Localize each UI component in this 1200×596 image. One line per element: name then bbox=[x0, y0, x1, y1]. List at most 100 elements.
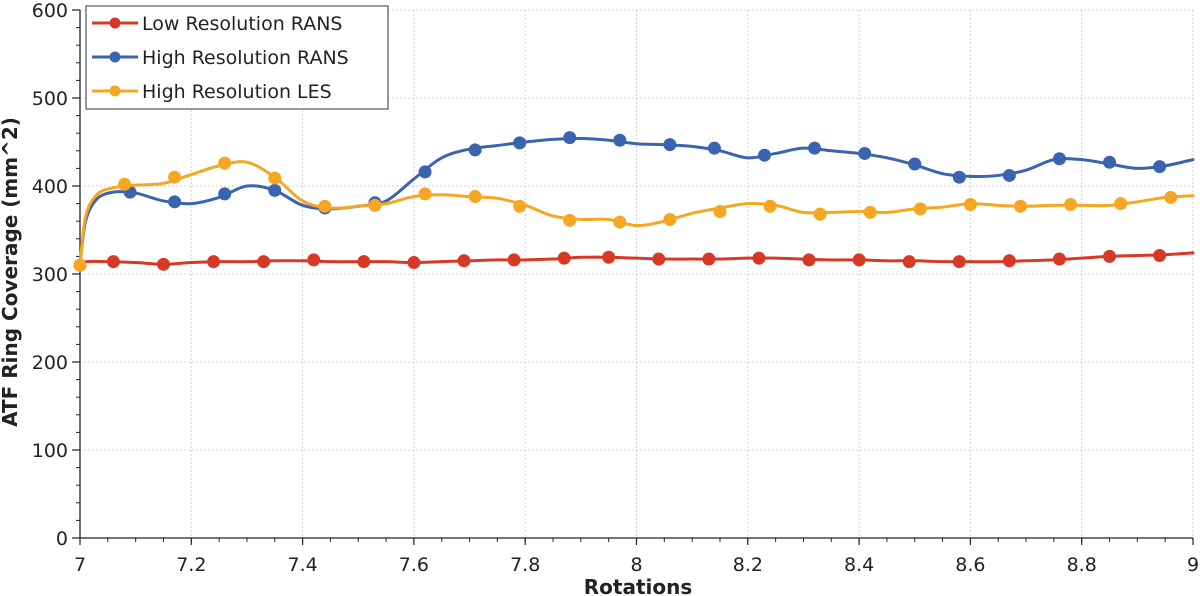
legend-entry-high-res-les: High Resolution LES bbox=[92, 81, 332, 103]
y-tick-label: 400 bbox=[32, 176, 68, 198]
data-point-1 bbox=[468, 143, 482, 157]
data-point-1 bbox=[1153, 160, 1167, 174]
x-tick-label: 8.8 bbox=[1067, 554, 1097, 576]
data-point-2 bbox=[1013, 199, 1027, 213]
series-0 bbox=[73, 249, 1195, 272]
data-point-2 bbox=[513, 199, 527, 213]
x-tick-label: 8.4 bbox=[844, 554, 874, 576]
data-point-0 bbox=[156, 257, 170, 271]
data-point-0 bbox=[802, 253, 816, 267]
data-point-1 bbox=[268, 183, 282, 197]
data-point-0 bbox=[407, 256, 421, 270]
x-axis-title: Rotations bbox=[584, 575, 693, 596]
data-point-2 bbox=[168, 170, 182, 184]
data-point-1 bbox=[168, 195, 182, 209]
data-point-1 bbox=[1103, 155, 1117, 169]
legend-entry-low-res-rans: Low Resolution RANS bbox=[92, 13, 342, 35]
x-tick-label: 9 bbox=[1187, 554, 1199, 576]
y-axis-title: ATF Ring Coverage (mm^2) bbox=[0, 117, 22, 427]
x-tick-label: 7.2 bbox=[176, 554, 206, 576]
data-point-1 bbox=[908, 157, 922, 171]
axes bbox=[72, 9, 1194, 545]
data-point-1 bbox=[663, 138, 677, 152]
data-point-0 bbox=[257, 255, 271, 269]
data-point-1 bbox=[1052, 152, 1066, 166]
data-point-1 bbox=[858, 146, 872, 160]
data-point-2 bbox=[73, 258, 87, 272]
data-point-2 bbox=[963, 197, 977, 211]
data-point-1 bbox=[808, 141, 822, 155]
data-point-0 bbox=[702, 252, 716, 266]
data-point-2 bbox=[813, 207, 827, 221]
data-point-0 bbox=[752, 251, 766, 265]
series-line-2 bbox=[78, 160, 1195, 267]
data-point-1 bbox=[513, 136, 527, 150]
y-tick-label: 200 bbox=[32, 352, 68, 374]
data-point-2 bbox=[763, 199, 777, 213]
data-point-1 bbox=[218, 187, 232, 201]
series-line-0 bbox=[78, 251, 1195, 267]
data-point-0 bbox=[1002, 254, 1016, 268]
data-point-1 bbox=[1002, 168, 1016, 182]
data-point-0 bbox=[902, 255, 916, 269]
data-point-2 bbox=[613, 215, 627, 229]
data-point-2 bbox=[1114, 197, 1128, 211]
y-tick-label: 100 bbox=[32, 440, 68, 462]
legend-marker-2 bbox=[109, 85, 121, 97]
data-point-0 bbox=[852, 253, 866, 267]
x-tick-label: 8.2 bbox=[733, 554, 763, 576]
data-point-2 bbox=[913, 202, 927, 216]
y-tick-label: 600 bbox=[32, 0, 68, 22]
data-point-0 bbox=[952, 255, 966, 269]
data-point-2 bbox=[1164, 190, 1178, 204]
data-point-2 bbox=[418, 187, 432, 201]
data-point-1 bbox=[563, 131, 577, 145]
legend-entry-high-res-rans: High Resolution RANS bbox=[92, 47, 349, 69]
data-point-1 bbox=[418, 165, 432, 179]
x-tick-label: 7.4 bbox=[287, 554, 317, 576]
data-point-0 bbox=[1103, 249, 1117, 263]
legend-marker-1 bbox=[109, 51, 121, 63]
legend-marker-0 bbox=[109, 17, 121, 29]
data-point-2 bbox=[1064, 197, 1078, 211]
x-tick-label: 7.8 bbox=[510, 554, 540, 576]
data-point-0 bbox=[652, 252, 666, 266]
data-point-0 bbox=[557, 251, 571, 265]
data-point-0 bbox=[457, 254, 471, 268]
data-point-0 bbox=[1153, 249, 1167, 263]
series-line-1 bbox=[78, 136, 1195, 267]
data-point-0 bbox=[207, 255, 221, 269]
data-point-2 bbox=[663, 212, 677, 226]
data-point-2 bbox=[118, 177, 132, 191]
data-point-1 bbox=[952, 170, 966, 184]
data-point-2 bbox=[268, 171, 282, 185]
data-point-1 bbox=[613, 133, 627, 147]
data-point-2 bbox=[318, 199, 332, 213]
data-point-2 bbox=[863, 205, 877, 219]
legend: Low Resolution RANS High Resolution RANS… bbox=[85, 5, 389, 110]
data-point-0 bbox=[507, 253, 521, 267]
series-layer bbox=[73, 131, 1195, 272]
data-point-0 bbox=[307, 253, 321, 267]
x-tick-label: 7.6 bbox=[399, 554, 429, 576]
y-tick-label: 300 bbox=[32, 264, 68, 286]
data-point-0 bbox=[357, 255, 371, 269]
data-point-0 bbox=[1052, 252, 1066, 266]
data-point-2 bbox=[218, 156, 232, 170]
data-point-2 bbox=[713, 205, 727, 219]
y-tick-label: 500 bbox=[32, 88, 68, 110]
x-tick-label: 7 bbox=[74, 554, 86, 576]
series-2 bbox=[73, 156, 1195, 272]
y-tick-label: 0 bbox=[56, 528, 68, 550]
legend-label-1: High Resolution RANS bbox=[142, 47, 349, 69]
data-point-2 bbox=[563, 213, 577, 227]
data-point-1 bbox=[707, 141, 721, 155]
legend-label-0: Low Resolution RANS bbox=[142, 13, 342, 35]
tick-labels: 7 7.2 7.4 7.6 7.8 8 8.2 8.4 8.6 8.8 9 0 100 200 300 400… bbox=[32, 0, 1199, 576]
data-point-0 bbox=[602, 250, 616, 264]
x-tick-label: 8 bbox=[630, 554, 642, 576]
data-point-0 bbox=[106, 255, 120, 269]
data-point-2 bbox=[468, 190, 482, 204]
legend-label-2: High Resolution LES bbox=[142, 81, 332, 103]
